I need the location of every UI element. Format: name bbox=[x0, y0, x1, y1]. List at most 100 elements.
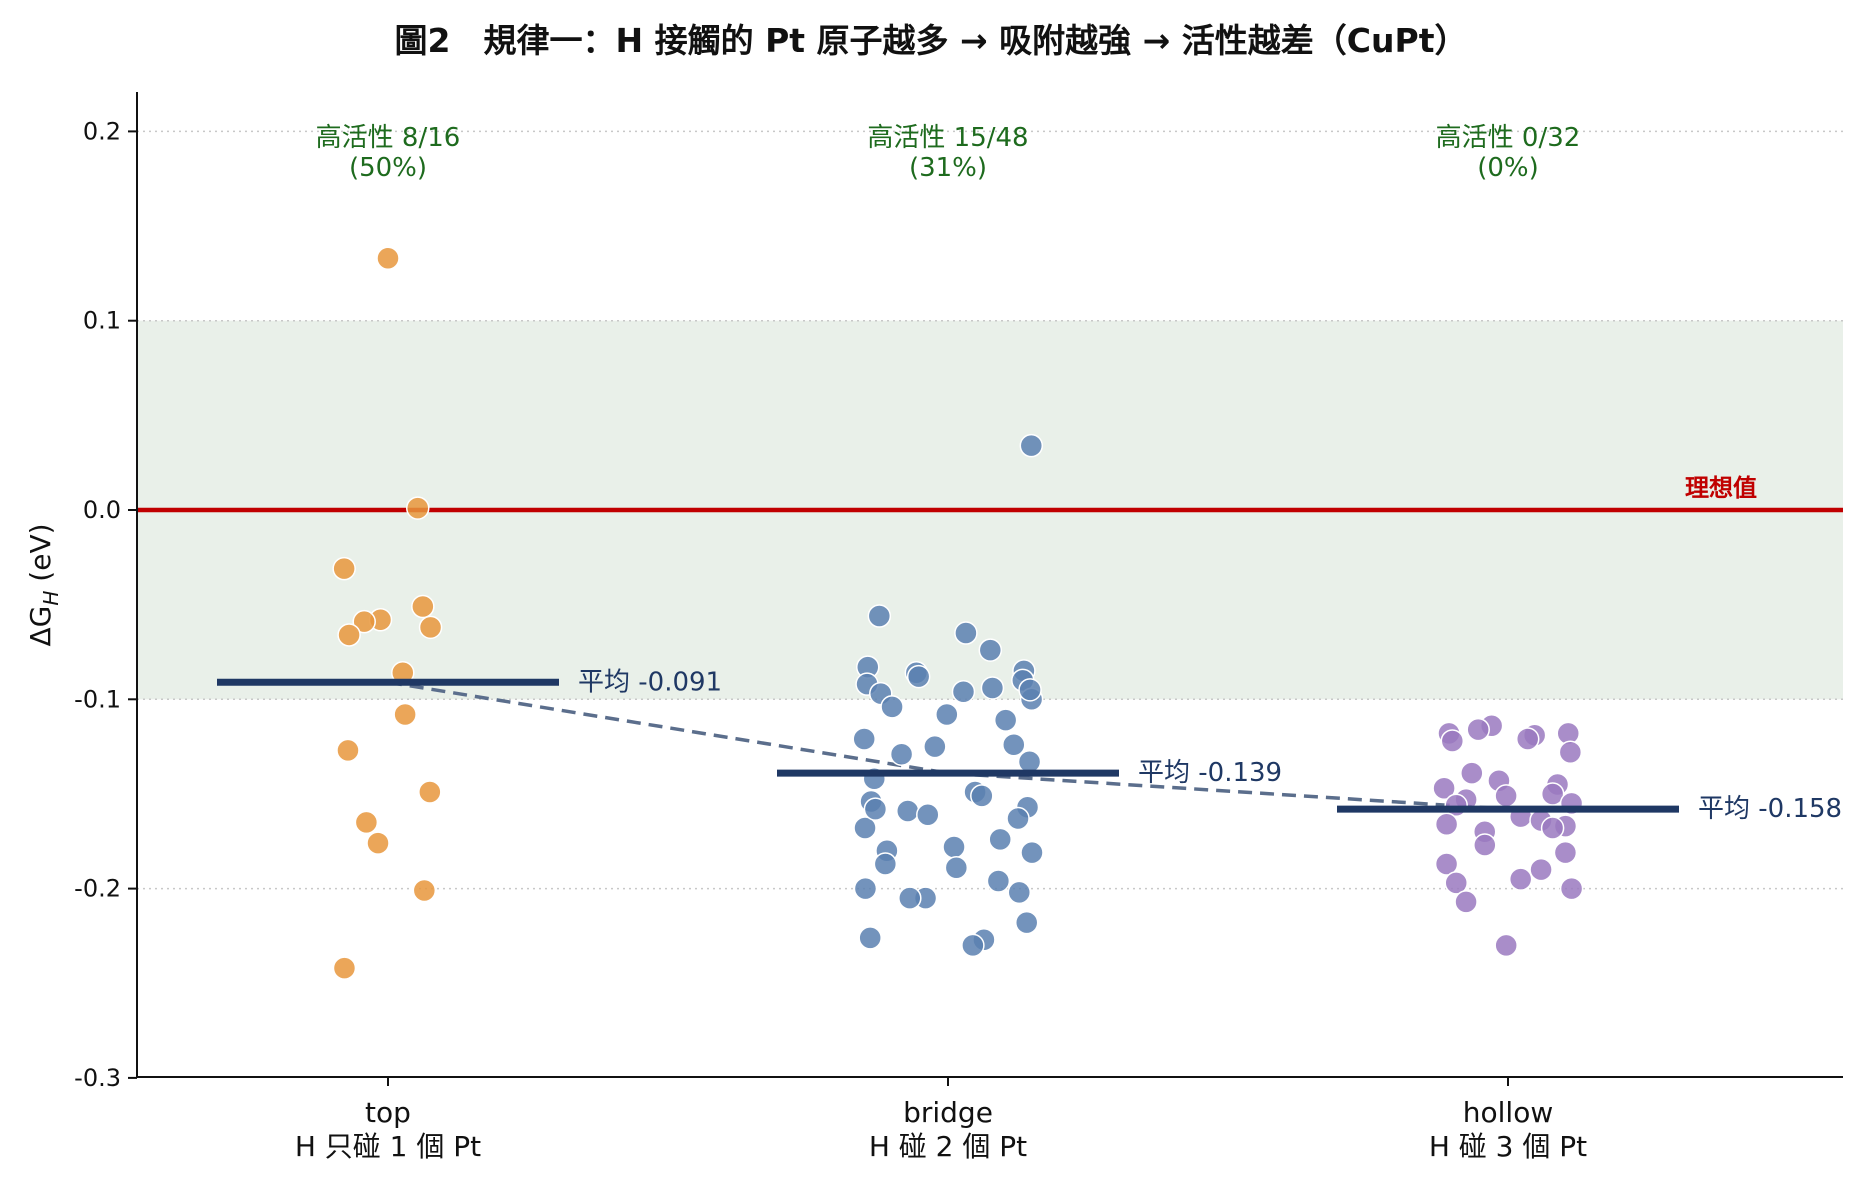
data-point-hollow bbox=[1540, 782, 1565, 806]
data-point-top bbox=[354, 810, 379, 835]
data-point-bridge bbox=[858, 926, 882, 950]
data-point-bridge bbox=[1002, 732, 1026, 757]
data-point-bridge bbox=[961, 933, 985, 958]
trend-line bbox=[387, 680, 1509, 811]
data-point-bridge bbox=[1019, 433, 1044, 458]
data-point-hollow bbox=[1460, 761, 1484, 785]
y-tick-label: 0.1 bbox=[83, 307, 121, 335]
data-point-top bbox=[332, 556, 356, 581]
data-point-top bbox=[332, 956, 357, 980]
active-pct-hollow: (0%) bbox=[1477, 153, 1539, 183]
data-point-bridge bbox=[1007, 880, 1032, 905]
data-point-hollow bbox=[1515, 727, 1540, 751]
y-ticks: 0.2 0.1 0.0 -0.1 -0.2 -0.3 bbox=[74, 117, 137, 1092]
data-point-top bbox=[412, 878, 437, 903]
mean-label-hollow: 平均 -0.158 bbox=[1698, 794, 1842, 824]
data-point-top bbox=[366, 831, 390, 855]
data-point-bridge bbox=[978, 638, 1003, 662]
data-point-hollow bbox=[1494, 933, 1518, 958]
data-point-bridge bbox=[954, 621, 978, 645]
data-point-bridge bbox=[867, 604, 892, 628]
data-point-bridge bbox=[1006, 806, 1030, 831]
data-point-bridge bbox=[986, 869, 1011, 893]
data-point-top bbox=[376, 246, 400, 270]
data-point-bridge bbox=[1018, 678, 1042, 702]
data-point-hollow bbox=[1559, 876, 1584, 901]
data-point-top bbox=[406, 496, 430, 520]
data-point-bridge bbox=[880, 695, 904, 719]
data-points bbox=[332, 246, 1584, 980]
x-tick-sublabel: H 碰 3 個 Pt bbox=[1429, 1130, 1587, 1163]
data-point-bridge bbox=[863, 797, 888, 821]
data-point-hollow bbox=[1466, 717, 1490, 742]
active-pct-top: (50%) bbox=[349, 153, 427, 183]
data-point-hollow bbox=[1494, 784, 1518, 808]
mean-lines: 平均 -0.091 平均 -0.139 平均 -0.158 bbox=[217, 667, 1842, 824]
active-count-hollow: 高活性 0/32 bbox=[1436, 123, 1581, 153]
mean-label-top: 平均 -0.091 bbox=[578, 667, 722, 697]
data-point-bridge bbox=[1014, 910, 1039, 935]
data-point-top bbox=[337, 623, 361, 647]
data-point-bridge bbox=[980, 676, 1005, 700]
x-tick-label: top bbox=[365, 1096, 411, 1129]
x-tick-label: bridge bbox=[903, 1096, 993, 1129]
y-tick-label: 0.2 bbox=[83, 117, 121, 145]
chart-title: 圖2 規律一：H 接觸的 Pt 原子越多 → 吸附越強 → 活性越差（CuPt） bbox=[395, 21, 1468, 60]
y-tick-label: -0.2 bbox=[74, 875, 121, 903]
active-annotations: 高活性 8/16(50%) 高活性 15/48(31%) 高活性 0/32(0%) bbox=[316, 123, 1581, 183]
data-point-hollow bbox=[1434, 852, 1459, 876]
data-point-bridge bbox=[852, 727, 876, 751]
data-point-bridge bbox=[853, 816, 877, 840]
data-point-hollow bbox=[1508, 867, 1533, 891]
data-point-bridge bbox=[873, 852, 898, 876]
y-tick-label: -0.3 bbox=[74, 1064, 121, 1092]
plot-area: 理想值 平均 -0.091 平均 -0.139 平均 -0.158 高活性 8/16… bbox=[137, 123, 1843, 980]
data-point-hollow bbox=[1440, 729, 1465, 753]
data-point-bridge bbox=[1020, 840, 1044, 865]
data-point-hollow bbox=[1540, 816, 1565, 840]
data-point-top bbox=[393, 702, 417, 727]
data-point-hollow bbox=[1473, 833, 1497, 857]
data-point-hollow bbox=[1553, 840, 1578, 865]
data-point-top bbox=[411, 594, 435, 619]
y-axis-label: ΔGH (eV) bbox=[24, 523, 63, 646]
data-point-bridge bbox=[942, 835, 966, 859]
data-point-bridge bbox=[898, 886, 922, 910]
data-point-top bbox=[418, 780, 442, 804]
x-tick-sublabel: H 只碰 1 個 Pt bbox=[295, 1130, 481, 1163]
data-point-bridge bbox=[906, 664, 931, 689]
data-point-top bbox=[352, 609, 376, 634]
data-point-bridge bbox=[916, 803, 940, 827]
ideal-label: 理想值 bbox=[1685, 474, 1757, 502]
data-point-hollow bbox=[1454, 890, 1478, 914]
data-point-bridge bbox=[970, 784, 994, 808]
y-tick-label: 0.0 bbox=[83, 496, 121, 524]
data-point-hollow bbox=[1558, 740, 1583, 765]
y-tick-label: -0.1 bbox=[74, 685, 121, 713]
x-tick-label: hollow bbox=[1463, 1096, 1553, 1129]
mean-label-bridge: 平均 -0.139 bbox=[1138, 758, 1282, 788]
data-point-hollow bbox=[1444, 871, 1468, 895]
data-point-bridge bbox=[923, 734, 947, 759]
data-point-bridge bbox=[935, 702, 959, 727]
data-point-hollow bbox=[1434, 812, 1459, 836]
data-point-hollow bbox=[1529, 857, 1553, 882]
data-point-top bbox=[336, 738, 360, 763]
active-pct-bridge: (31%) bbox=[909, 153, 987, 183]
active-count-top: 高活性 8/16 bbox=[316, 123, 461, 153]
data-point-bridge bbox=[944, 856, 969, 880]
data-point-bridge bbox=[951, 679, 976, 704]
x-tick-sublabel: H 碰 2 個 Pt bbox=[869, 1130, 1027, 1163]
data-point-top bbox=[418, 615, 443, 640]
data-point-bridge bbox=[988, 827, 1012, 852]
data-point-bridge bbox=[889, 742, 914, 766]
data-point-bridge bbox=[993, 708, 1018, 732]
data-point-bridge bbox=[896, 799, 920, 823]
data-point-bridge bbox=[1017, 750, 1042, 774]
data-point-bridge bbox=[853, 876, 878, 901]
active-count-bridge: 高活性 15/48 bbox=[867, 123, 1028, 153]
data-point-hollow bbox=[1432, 776, 1456, 801]
